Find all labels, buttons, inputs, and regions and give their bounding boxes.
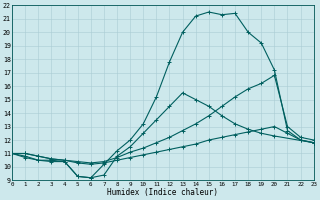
X-axis label: Humidex (Indice chaleur): Humidex (Indice chaleur) xyxy=(108,188,219,197)
